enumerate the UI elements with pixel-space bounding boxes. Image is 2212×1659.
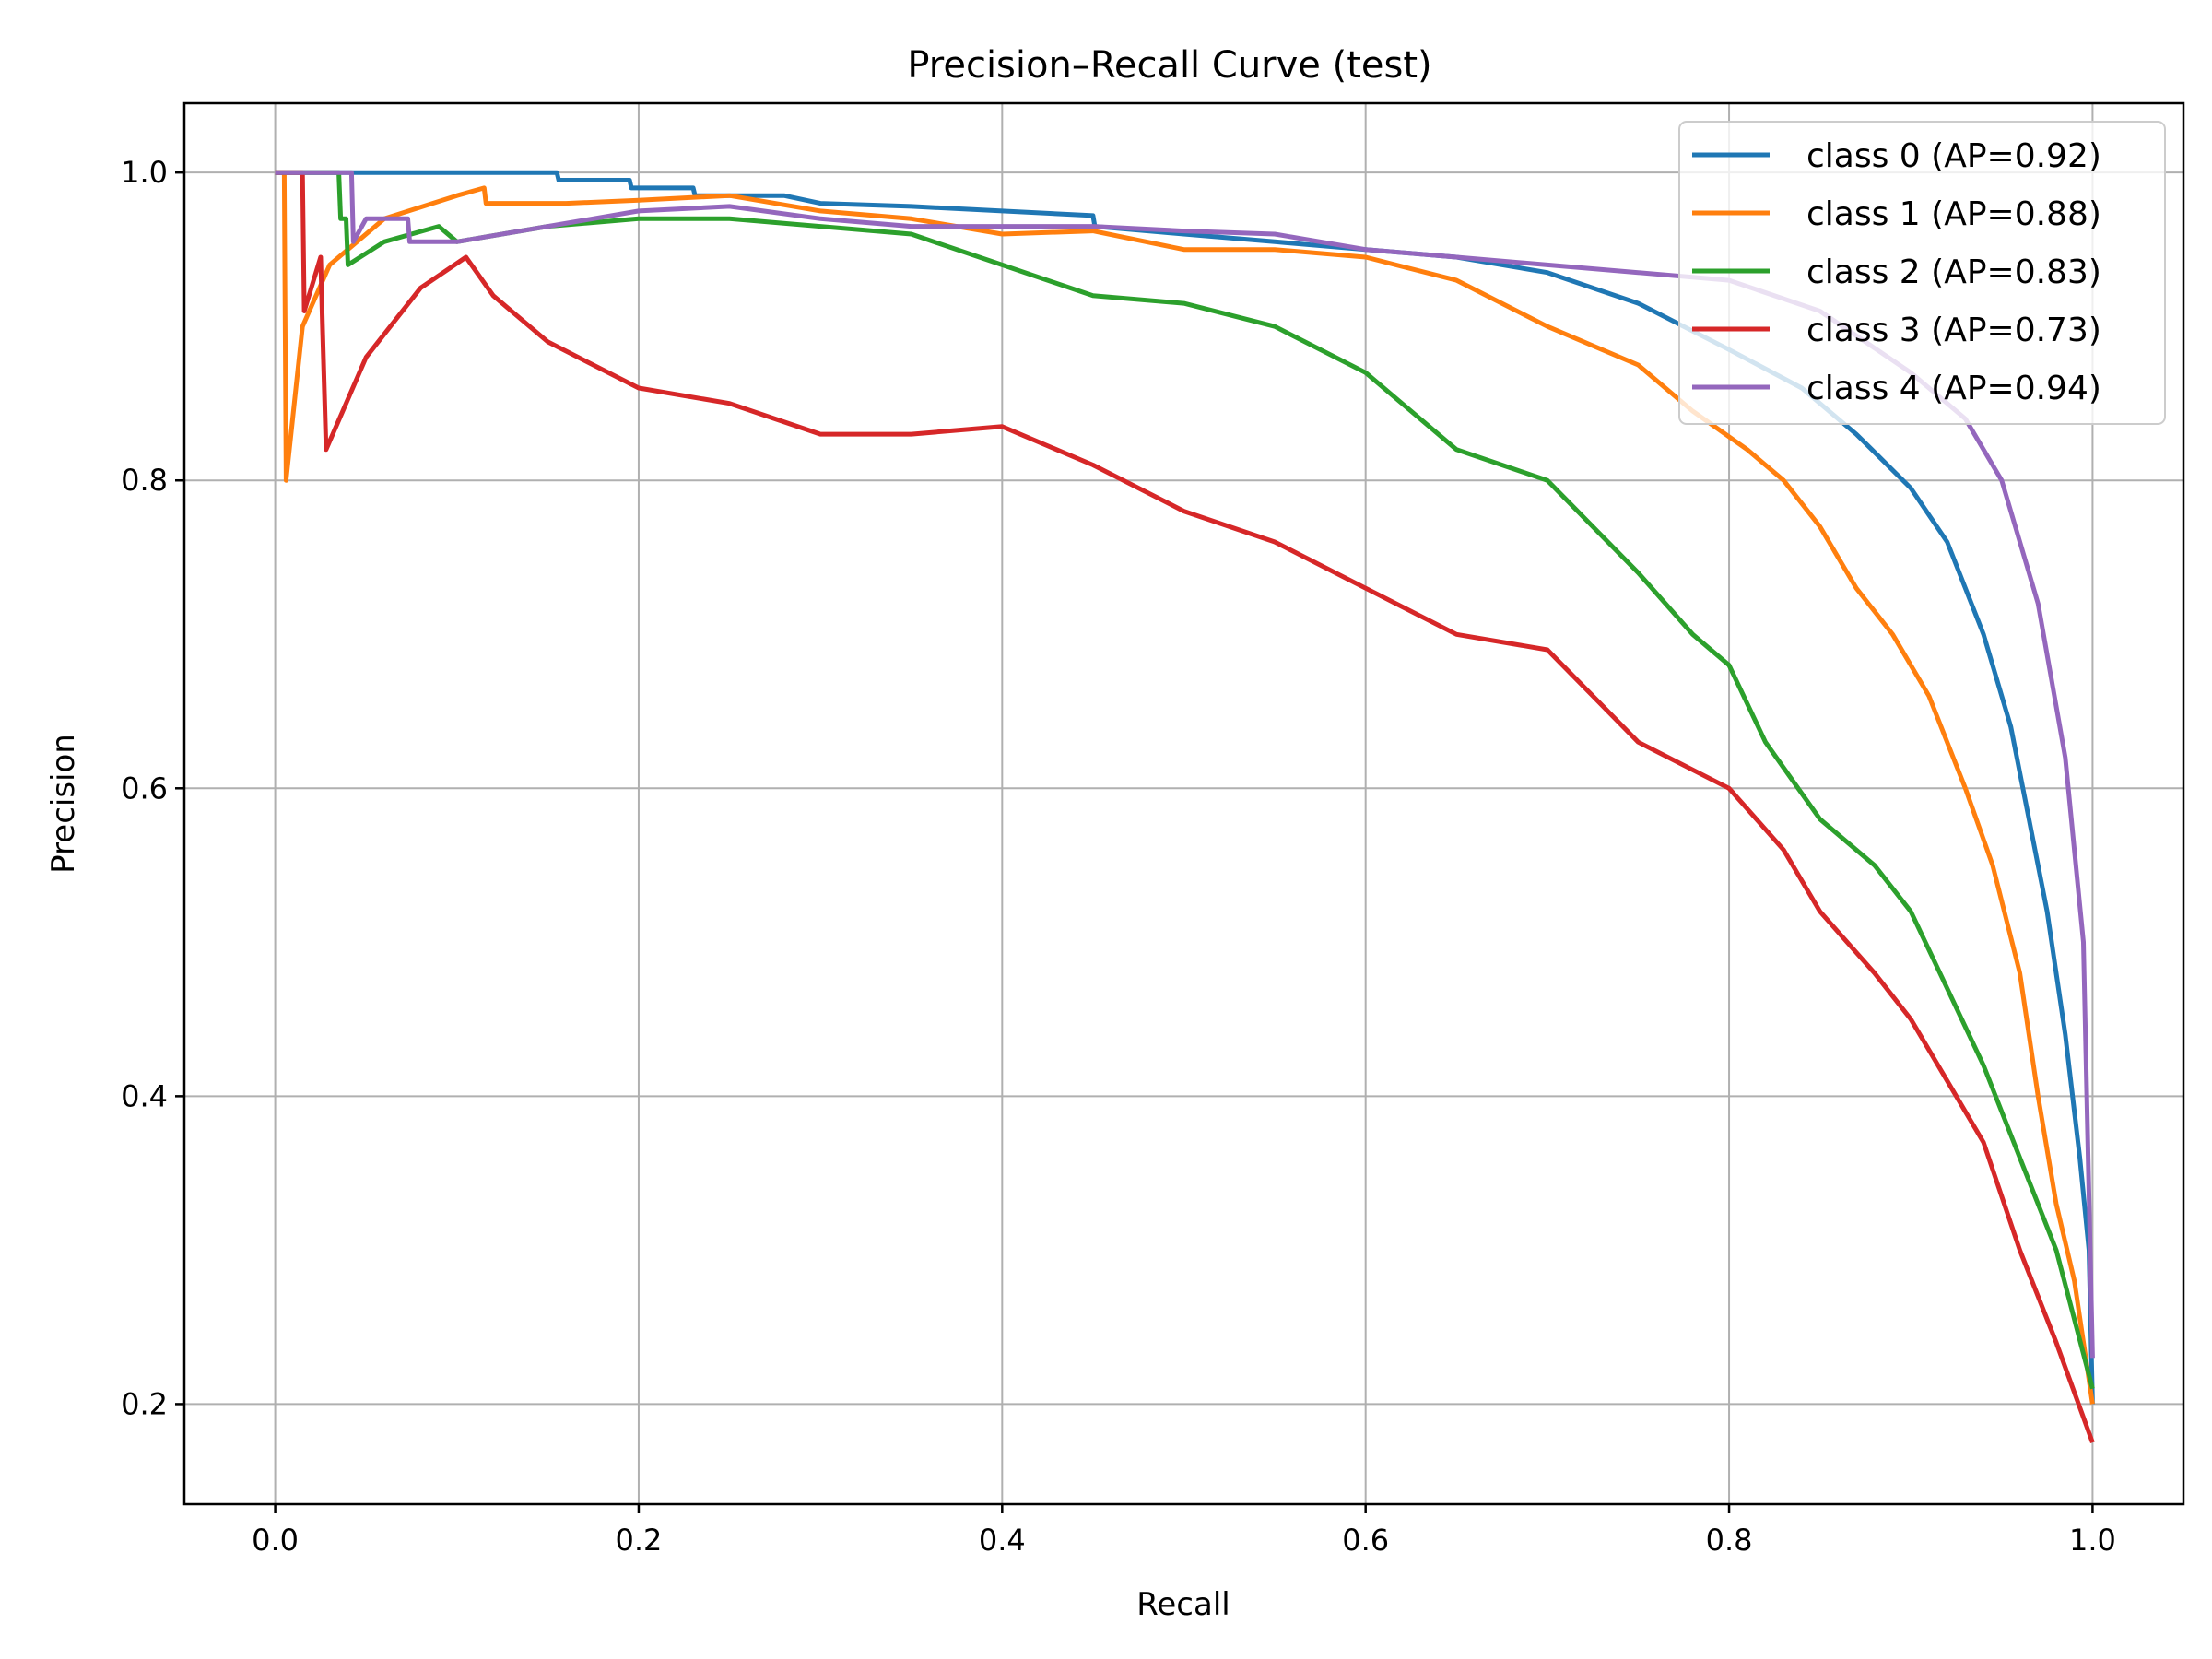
legend-entry: class 2 (AP=0.83)	[1806, 253, 2101, 291]
y-tick-label: 0.8	[121, 463, 168, 498]
series-line-class-0	[275, 170, 2095, 1405]
x-tick-label: 1.0	[2069, 1523, 2116, 1558]
x-tick-label: 0.6	[1342, 1523, 1389, 1558]
series-line-class-1	[275, 170, 2095, 1405]
ticks-layer: 0.0 0.2 0.4 0.6 0.8 1.0 0.2 0.4 0.6 0.8 1.0	[121, 155, 2116, 1558]
x-axis-label: Recall	[1136, 1586, 1230, 1623]
legend-entry: class 3 (AP=0.73)	[1806, 312, 2101, 349]
x-tick-label: 0.2	[616, 1523, 663, 1558]
series-line-class-2	[275, 170, 2095, 1390]
legend-box	[1678, 121, 2166, 425]
legend-entry: class 1 (AP=0.88)	[1806, 195, 2101, 233]
x-tick-label: 0.0	[252, 1523, 299, 1558]
x-tick-label: 0.8	[1706, 1523, 1753, 1558]
series-line-class-3	[275, 170, 2095, 1444]
y-tick-label: 0.4	[121, 1078, 168, 1113]
x-tick-label: 0.4	[979, 1523, 1026, 1558]
legend: class 0 (AP=0.92) class 1 (AP=0.88) class …	[1678, 121, 2166, 425]
legend-entry: class 0 (AP=0.92)	[1806, 137, 2101, 175]
plot-frame	[182, 101, 2185, 1506]
y-tick-label: 0.6	[121, 771, 168, 806]
legend-entry: class 4 (AP=0.94)	[1806, 370, 2101, 407]
series-line-class-4	[275, 170, 2095, 1359]
y-tick-label: 1.0	[121, 155, 168, 190]
curves-layer	[275, 170, 2095, 1444]
y-axis-label: Precision	[45, 734, 82, 874]
chart-title: Precision–Recall Curve (test)	[907, 44, 1431, 87]
y-tick-label: 0.2	[121, 1386, 168, 1421]
